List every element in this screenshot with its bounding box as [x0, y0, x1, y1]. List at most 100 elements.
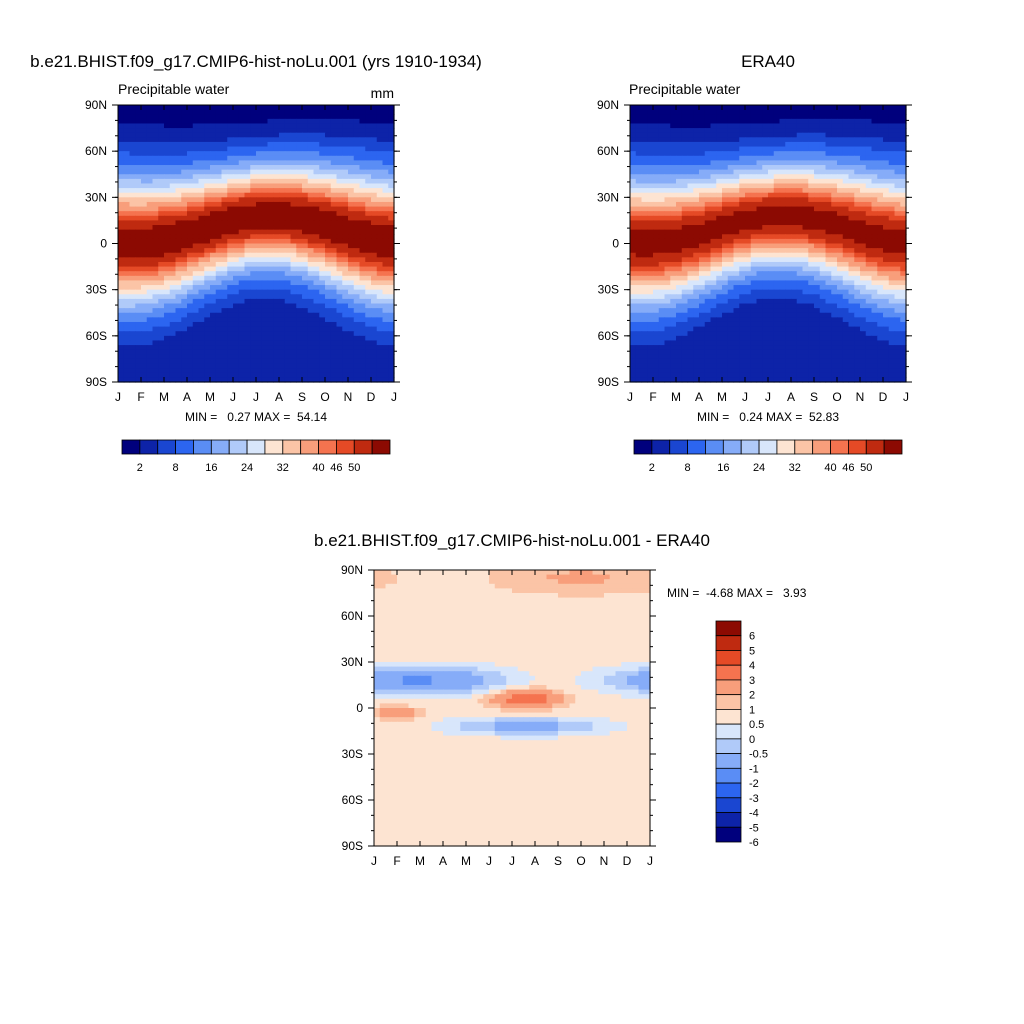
- contour-cell: [342, 266, 349, 272]
- contour-cell: [250, 294, 257, 300]
- contour-cell: [768, 261, 775, 268]
- contour-cell: [837, 105, 844, 111]
- contour-cell: [670, 160, 677, 166]
- contour-cell: [227, 105, 234, 111]
- contour-cell: [290, 243, 297, 249]
- contour-cell: [198, 109, 205, 115]
- contour-cell: [785, 261, 792, 268]
- contour-cell: [279, 155, 286, 161]
- contour-cell: [256, 146, 263, 152]
- contour-cell: [750, 128, 758, 134]
- contour-cell: [888, 146, 896, 152]
- model-subtitle: Precipitable water: [118, 81, 230, 97]
- contour-cell: [371, 257, 378, 263]
- contour-cell: [837, 206, 844, 212]
- contour-cell: [819, 271, 827, 277]
- contour-cell: [837, 183, 844, 189]
- contour-cell: [175, 114, 182, 120]
- contour-cell: [779, 261, 786, 268]
- contour-cell: [750, 118, 758, 125]
- contour-cell: [733, 225, 740, 231]
- contour-cell: [187, 151, 194, 157]
- contour-cell: [302, 317, 309, 323]
- contour-cell: [152, 331, 159, 337]
- contour-cell: [641, 252, 648, 258]
- contour-cell: [302, 178, 309, 185]
- contour-cell: [233, 294, 240, 300]
- contour-cell: [854, 137, 861, 143]
- contour-cell: [630, 252, 637, 258]
- contour-cell: [814, 169, 821, 175]
- contour-cell: [733, 211, 740, 217]
- contour-cell: [221, 345, 228, 351]
- contour-cell: [883, 151, 890, 157]
- contour-cell: [647, 197, 654, 203]
- contour-cell: [653, 215, 660, 222]
- contour-cell: [215, 178, 223, 185]
- contour-cell: [169, 303, 177, 309]
- contour-cell: [123, 105, 131, 111]
- contour-cell: [837, 151, 844, 157]
- contour-cell: [773, 243, 781, 249]
- contour-cell: [842, 280, 850, 286]
- contour-cell: [227, 354, 234, 360]
- contour-cell: [118, 225, 125, 231]
- contour-cell: [710, 146, 717, 152]
- contour-cell: [244, 118, 251, 125]
- contour-cell: [313, 321, 320, 328]
- colorbar-swatch: [335, 439, 355, 455]
- contour-cell: [227, 275, 234, 282]
- contour-cell: [382, 349, 389, 355]
- contour-cell: [653, 201, 660, 208]
- contour-cell: [290, 317, 297, 323]
- contour-cell: [187, 229, 194, 235]
- contour-cell: [192, 294, 200, 300]
- contour-cell: [302, 372, 309, 378]
- contour-cell: [146, 349, 154, 355]
- contour-cell: [865, 220, 873, 226]
- contour-cell: [164, 358, 171, 365]
- contour-cell: [825, 146, 832, 152]
- contour-cell: [204, 132, 211, 138]
- contour-cell: [215, 206, 223, 212]
- contour-cell: [348, 372, 355, 378]
- contour-cell: [187, 197, 194, 203]
- contour-cell: [330, 354, 338, 360]
- contour-cell: [135, 358, 142, 365]
- contour-cell: [290, 294, 297, 300]
- contour-cell: [227, 229, 234, 235]
- contour-cell: [118, 308, 125, 314]
- contour-cell: [796, 257, 804, 263]
- contour-cell: [376, 271, 384, 277]
- contour-cell: [791, 234, 798, 240]
- contour-cell: [227, 303, 234, 309]
- contour-cell: [376, 206, 384, 212]
- contour-cell: [256, 335, 263, 342]
- contour-cell: [831, 234, 838, 240]
- contour-cell: [348, 192, 355, 198]
- contour-cell: [244, 123, 251, 129]
- contour-cell: [768, 243, 775, 249]
- contour-cell: [250, 178, 257, 185]
- contour-cell: [307, 317, 315, 323]
- contour-cell: [273, 211, 280, 217]
- contour-cell: [129, 160, 136, 166]
- contour-cell: [658, 206, 666, 212]
- contour-cell: [307, 174, 315, 180]
- contour-cell: [658, 215, 666, 222]
- contour-cell: [837, 169, 844, 175]
- contour-cell: [284, 354, 292, 360]
- contour-cell: [699, 294, 706, 300]
- contour-cell: [382, 141, 389, 148]
- contour-cell: [854, 238, 861, 245]
- contour-cell: [676, 137, 683, 143]
- contour-cell: [348, 289, 355, 295]
- contour-cell: [739, 151, 746, 157]
- contour-cell: [221, 234, 228, 240]
- contour-cell: [164, 289, 171, 295]
- contour-cell: [371, 340, 378, 346]
- contour-cell: [273, 165, 280, 171]
- contour-cell: [296, 229, 303, 235]
- contour-cell: [722, 160, 729, 166]
- contour-cell: [330, 266, 338, 272]
